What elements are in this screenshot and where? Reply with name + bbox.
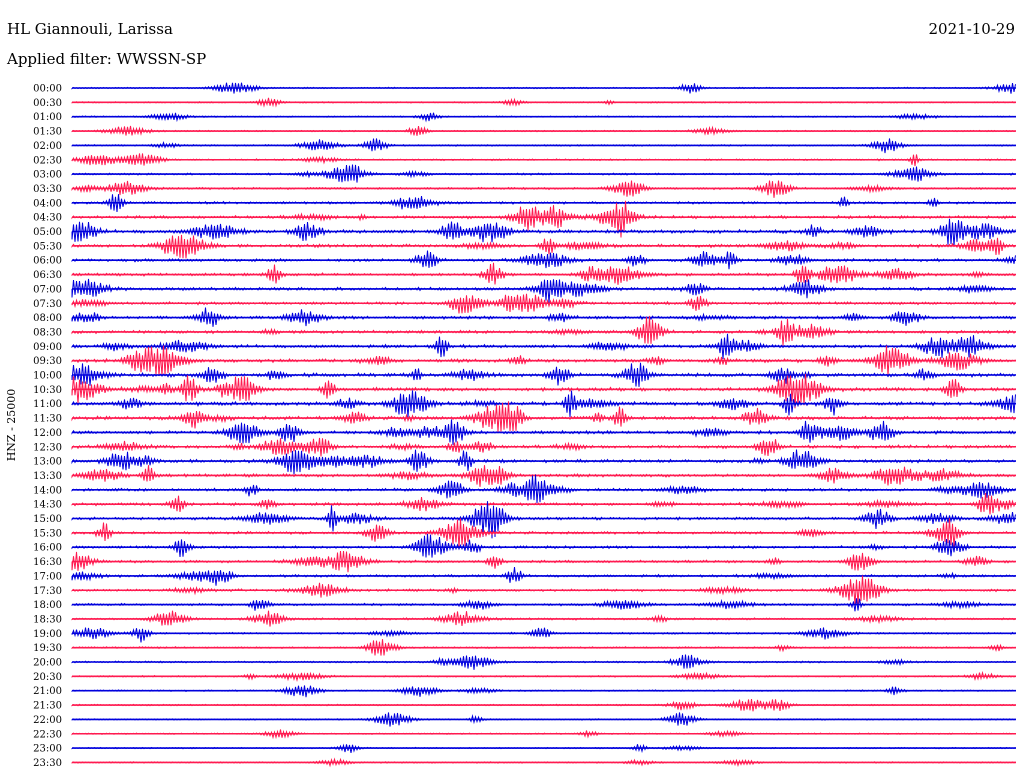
row-time-label: 16:00 — [33, 543, 62, 554]
row-time-label: 04:00 — [33, 198, 62, 209]
seismic-trace — [71, 474, 1016, 504]
row-time-label: 12:30 — [33, 442, 62, 453]
seismic-trace — [71, 278, 1016, 304]
row-time-label: 21:00 — [33, 686, 62, 697]
row-time-label: 00:00 — [33, 84, 62, 95]
seismic-trace — [71, 390, 1016, 418]
row-time-label: 13:30 — [33, 471, 62, 482]
seismic-trace — [71, 533, 1016, 558]
row-time-label: 19:30 — [33, 643, 62, 654]
row-time-label: 09:00 — [33, 342, 62, 353]
row-time-label: 20:00 — [33, 658, 62, 669]
row-time-label: 01:00 — [33, 112, 62, 123]
row-time-label: 04:30 — [33, 213, 62, 224]
seismic-trace — [71, 437, 1016, 457]
row-time-label: 21:30 — [33, 701, 62, 712]
row-time-label: 03:00 — [33, 170, 62, 181]
row-time-label: 10:30 — [33, 385, 62, 396]
row-time-label: 11:00 — [33, 399, 62, 410]
row-time-label: 22:00 — [33, 715, 62, 726]
row-time-label: 03:30 — [33, 184, 62, 195]
seismic-trace — [71, 419, 1016, 445]
row-time-label: 11:30 — [33, 414, 62, 425]
seismic-trace — [71, 501, 1016, 539]
row-time-label: 23:00 — [33, 744, 62, 755]
row-time-label: 20:30 — [33, 672, 62, 683]
row-time-label: 14:30 — [33, 500, 62, 511]
seismic-trace — [71, 627, 1016, 643]
row-time-label: 17:00 — [33, 571, 62, 582]
station-title: HL Giannouli, Larissa — [7, 20, 173, 38]
filter-label: Applied filter: WWSSN-SP — [7, 50, 207, 68]
row-time-label: 06:30 — [33, 270, 62, 281]
row-time-label: 14:00 — [33, 485, 62, 496]
row-time-label: 10:00 — [33, 371, 62, 382]
trace-rows: 00:00 00:30 01:00 01:30 02:00 02:30 03:00 03:30… — [33, 82, 1016, 769]
row-time-label: 06:00 — [33, 256, 62, 267]
row-time-label: 00:30 — [33, 98, 62, 109]
row-time-label: 15:30 — [33, 528, 62, 539]
row-time-label: 05:00 — [33, 227, 62, 238]
row-time-label: 15:00 — [33, 514, 62, 525]
row-time-label: 08:30 — [33, 327, 62, 338]
row-time-label: 05:30 — [33, 241, 62, 252]
row-time-label: 23:30 — [33, 758, 62, 769]
row-time-label: 02:00 — [33, 141, 62, 152]
row-time-label: 08:00 — [33, 313, 62, 324]
row-time-label: 01:30 — [33, 127, 62, 138]
row-time-label: 09:30 — [33, 356, 62, 367]
seismic-trace — [71, 449, 1016, 475]
row-time-label: 07:30 — [33, 299, 62, 310]
y-axis-label: HNZ - 25000 — [5, 389, 18, 462]
row-time-label: 19:00 — [33, 629, 62, 640]
date-label: 2021-10-29 — [928, 20, 1015, 38]
row-time-label: 18:00 — [33, 600, 62, 611]
row-time-label: 07:00 — [33, 284, 62, 295]
row-time-label: 13:00 — [33, 457, 62, 468]
row-time-label: 02:30 — [33, 155, 62, 166]
row-time-label: 22:30 — [33, 729, 62, 740]
row-time-label: 16:30 — [33, 557, 62, 568]
row-time-label: 12:00 — [33, 428, 62, 439]
row-time-label: 18:30 — [33, 614, 62, 625]
row-time-label: 17:30 — [33, 586, 62, 597]
